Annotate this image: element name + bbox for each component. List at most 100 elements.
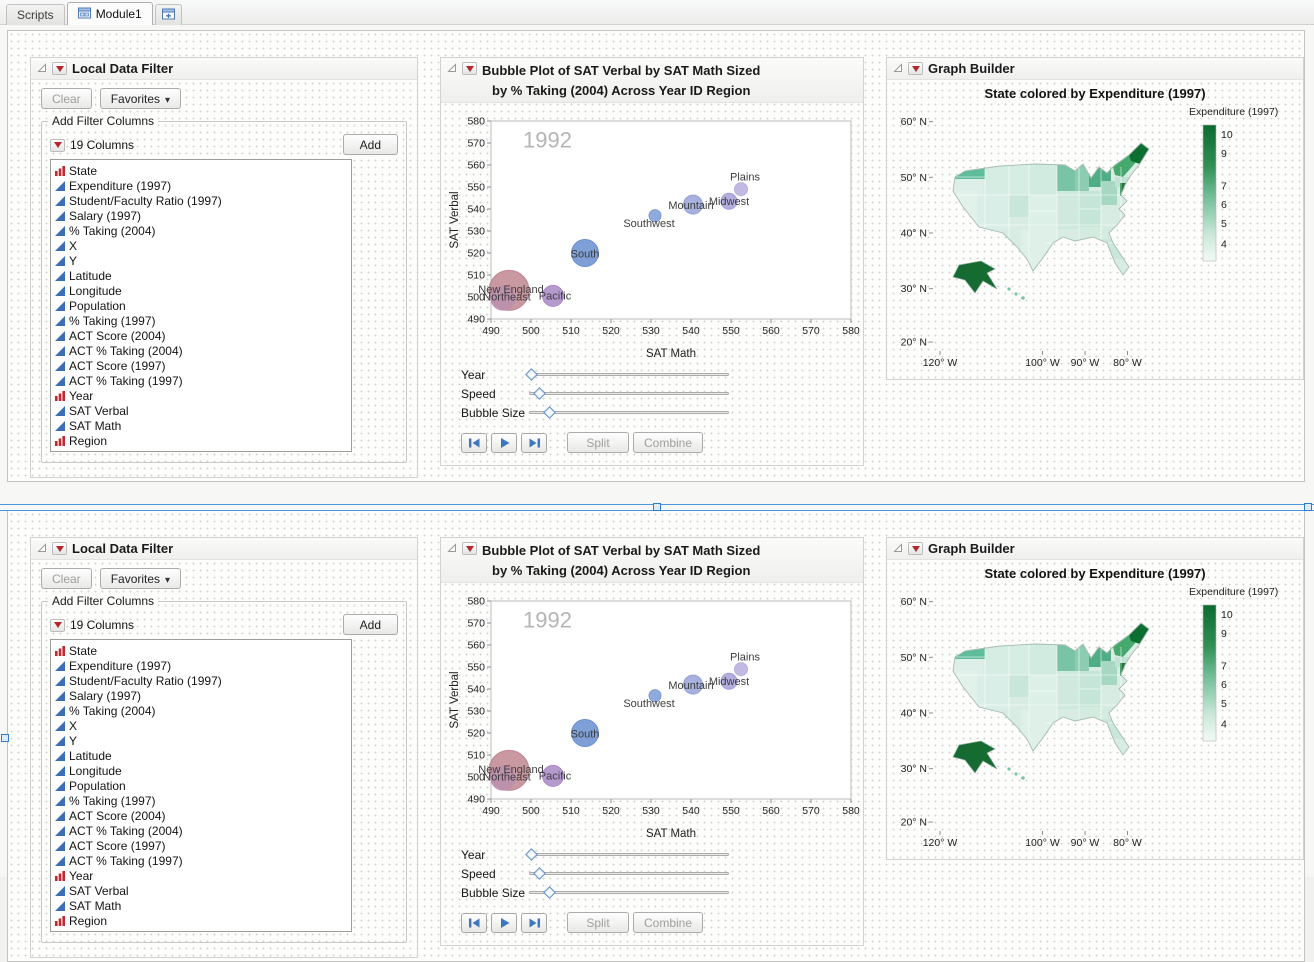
column-item[interactable]: ACT Score (1997): [55, 358, 351, 373]
column-item[interactable]: % Taking (1997): [55, 793, 351, 808]
column-label: Population: [69, 778, 126, 793]
column-item[interactable]: Expenditure (1997): [55, 658, 351, 673]
column-item[interactable]: % Taking (2004): [55, 223, 351, 238]
column-item[interactable]: Population: [55, 778, 351, 793]
step-forward-button[interactable]: [521, 432, 547, 453]
column-label: X: [69, 718, 78, 733]
split-button[interactable]: Split: [567, 432, 629, 453]
slider-thumb[interactable]: [542, 405, 556, 419]
local-data-filter-panel: Local Data Filter Clear Favorites ▾ Add F…: [30, 537, 418, 958]
columns-menu-icon[interactable]: [50, 138, 65, 152]
column-item[interactable]: Student/Faculty Ratio (1997): [55, 193, 351, 208]
red-triangle-menu-icon[interactable]: [462, 62, 477, 75]
column-item[interactable]: State: [55, 163, 351, 178]
collapse-icon[interactable]: [37, 543, 47, 553]
column-item[interactable]: Expenditure (1997): [55, 178, 351, 193]
selection-handle-top[interactable]: [653, 503, 661, 511]
red-triangle-menu-icon[interactable]: [52, 62, 67, 75]
column-item[interactable]: Student/Faculty Ratio (1997): [55, 673, 351, 688]
module-instance[interactable]: Local Data Filter Clear Favorites ▾ Add F…: [7, 30, 1305, 482]
step-back-button[interactable]: [461, 912, 487, 933]
module-icon: [77, 7, 91, 22]
column-item[interactable]: ACT % Taking (2004): [55, 823, 351, 838]
column-item[interactable]: ACT % Taking (2004): [55, 343, 351, 358]
play-button[interactable]: [491, 432, 517, 453]
filter-columns-list[interactable]: State Expenditure (1997) Student/Faculty R…: [50, 639, 352, 932]
combine-button[interactable]: Combine: [633, 432, 704, 453]
speed-slider[interactable]: [529, 386, 729, 400]
clear-button[interactable]: Clear: [41, 568, 92, 589]
svg-text:Northeast: Northeast: [483, 772, 531, 784]
column-item[interactable]: X: [55, 238, 351, 253]
column-item[interactable]: SAT Verbal: [55, 403, 351, 418]
column-item[interactable]: SAT Verbal: [55, 883, 351, 898]
play-button[interactable]: [491, 912, 517, 933]
column-item[interactable]: Salary (1997): [55, 208, 351, 223]
tab-new-module[interactable]: [154, 4, 182, 25]
us-choropleth-map[interactable]: 120° W 100° W 90° W 80° W 60° N 50° N 40° N 30…: [893, 103, 1297, 371]
column-item[interactable]: ACT Score (1997): [55, 838, 351, 853]
column-item[interactable]: ACT % Taking (1997): [55, 853, 351, 868]
bubble-size-slider[interactable]: [529, 405, 729, 419]
red-triangle-menu-icon[interactable]: [908, 62, 923, 75]
column-item[interactable]: ACT Score (2004): [55, 808, 351, 823]
column-item[interactable]: X: [55, 718, 351, 733]
bubble-size-slider[interactable]: [529, 885, 729, 899]
add-button[interactable]: Add: [342, 134, 398, 155]
column-item[interactable]: SAT Math: [55, 898, 351, 913]
add-button[interactable]: Add: [342, 614, 398, 635]
year-slider[interactable]: [525, 847, 729, 861]
step-back-button[interactable]: [461, 432, 487, 453]
bubble-title-line2: by % Taking (2004) Across Year ID Region: [492, 82, 751, 98]
red-triangle-menu-icon[interactable]: [462, 542, 477, 555]
columns-menu-icon[interactable]: [50, 618, 65, 632]
column-item[interactable]: ACT Score (2004): [55, 328, 351, 343]
clear-button[interactable]: Clear: [41, 88, 92, 109]
column-item[interactable]: Year: [55, 868, 351, 883]
us-choropleth-map[interactable]: 120° W 100° W 90° W 80° W 60° N 50° N 40° N 30…: [893, 583, 1297, 851]
slider-thumb[interactable]: [533, 866, 546, 880]
split-button[interactable]: Split: [567, 912, 629, 933]
selection-handle-right[interactable]: [1304, 503, 1312, 511]
column-item[interactable]: ACT % Taking (1997): [55, 373, 351, 388]
tab-scripts[interactable]: Scripts: [6, 4, 65, 25]
speed-slider[interactable]: [529, 866, 729, 880]
column-item[interactable]: SAT Math: [55, 418, 351, 433]
filter-columns-list[interactable]: State Expenditure (1997) Student/Faculty R…: [50, 159, 352, 452]
bubble-plot-chart[interactable]: 490 500 510 520 530 540 550 560 570 580 490 500 510 5…: [445, 111, 865, 363]
step-forward-button[interactable]: [521, 912, 547, 933]
column-item[interactable]: Longitude: [55, 283, 351, 298]
column-item[interactable]: State: [55, 643, 351, 658]
column-item[interactable]: % Taking (1997): [55, 313, 351, 328]
combine-button[interactable]: Combine: [633, 912, 704, 933]
red-triangle-menu-icon[interactable]: [52, 542, 67, 555]
slider-thumb[interactable]: [542, 885, 556, 899]
column-item[interactable]: Population: [55, 298, 351, 313]
favorites-button[interactable]: Favorites ▾: [99, 568, 182, 589]
tab-module1[interactable]: Module1: [66, 2, 153, 25]
year-slider[interactable]: [525, 367, 729, 381]
favorites-button[interactable]: Favorites ▾: [99, 88, 182, 109]
slider-thumb[interactable]: [533, 386, 546, 400]
collapse-icon[interactable]: [447, 63, 457, 73]
column-item[interactable]: Year: [55, 388, 351, 403]
column-item[interactable]: Y: [55, 733, 351, 748]
column-item[interactable]: % Taking (2004): [55, 703, 351, 718]
column-item[interactable]: Y: [55, 253, 351, 268]
column-item[interactable]: Latitude: [55, 748, 351, 763]
column-item[interactable]: Longitude: [55, 763, 351, 778]
collapse-icon[interactable]: [893, 63, 903, 73]
selection-handle-left[interactable]: [1, 734, 9, 742]
column-item[interactable]: Region: [55, 913, 351, 928]
column-label: % Taking (1997): [69, 313, 156, 328]
collapse-icon[interactable]: [447, 543, 457, 553]
red-triangle-menu-icon[interactable]: [908, 542, 923, 555]
collapse-icon[interactable]: [893, 543, 903, 553]
module-instance[interactable]: Local Data Filter Clear Favorites ▾ Add F…: [7, 510, 1305, 962]
bubble-plot-chart[interactable]: 490 500 510 520 530 540 550 560 570 580 490 500 510 5…: [445, 591, 865, 843]
column-item[interactable]: Region: [55, 433, 351, 448]
slider-label: Bubble Size: [461, 405, 526, 420]
collapse-icon[interactable]: [37, 63, 47, 73]
column-item[interactable]: Salary (1997): [55, 688, 351, 703]
column-item[interactable]: Latitude: [55, 268, 351, 283]
